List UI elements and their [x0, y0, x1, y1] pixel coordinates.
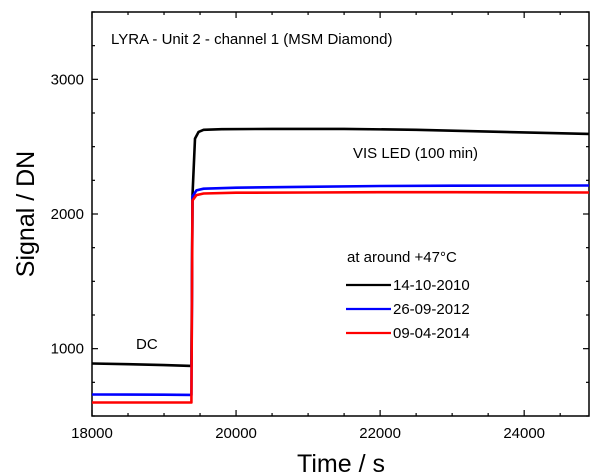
x-tick-label: 20000 [215, 425, 257, 442]
plot-frame [91, 11, 590, 417]
y-axis-label: Signal / DN [12, 151, 40, 277]
y-tick-label: 3000 [51, 71, 84, 88]
series-line-26-09-2012 [92, 184, 590, 397]
x-tick-label: 24000 [503, 425, 545, 442]
series-layer [92, 127, 590, 404]
y-axis-ticks [92, 11, 589, 417]
legend-label-26-09-2012: 26-09-2012 [393, 301, 470, 318]
series-line-09-04-2014 [92, 190, 590, 404]
legend-label-14-10-2010: 14-10-2010 [393, 277, 470, 294]
annotation-vis-led: VIS LED (100 min) [353, 145, 478, 162]
chart-title: LYRA - Unit 2 - channel 1 (MSM Diamond) [111, 31, 393, 48]
x-tick-label: 22000 [359, 425, 401, 442]
y-tick-label: 1000 [51, 341, 84, 358]
legend-label-09-04-2014: 09-04-2014 [393, 325, 470, 342]
x-axis-ticks [91, 12, 561, 416]
x-tick-label: 18000 [71, 425, 113, 442]
legend: 14-10-2010 26-09-2012 09-04-2014 [346, 277, 470, 342]
x-axis-tick-labels: 18000 20000 22000 24000 [71, 425, 545, 442]
legend-title: at around +47°C [347, 249, 457, 266]
y-tick-label: 2000 [51, 206, 84, 223]
series-line-14-10-2010 [92, 127, 590, 368]
x-axis-label: Time / s [297, 450, 385, 476]
annotation-dc: DC [136, 336, 158, 353]
y-axis-tick-labels: 1000 2000 3000 [51, 71, 84, 357]
